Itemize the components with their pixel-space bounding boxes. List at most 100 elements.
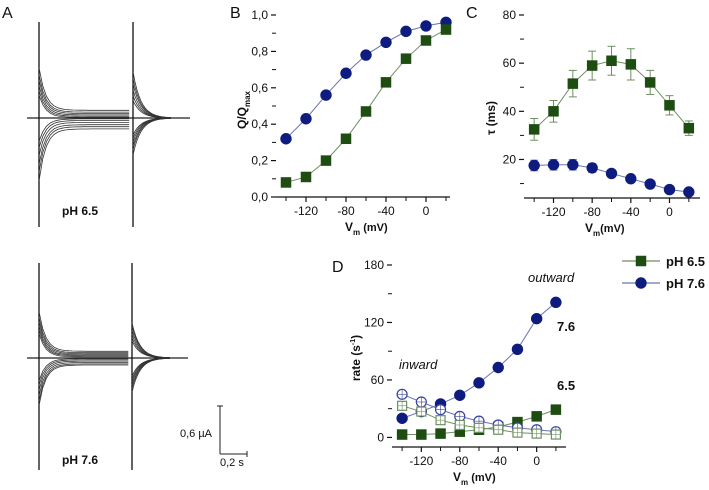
y-tick-label: 0,8 xyxy=(251,44,268,58)
data-point xyxy=(606,55,617,66)
data-point xyxy=(400,53,412,64)
tail-current-trace xyxy=(132,117,172,136)
x-tick-label: -120 xyxy=(409,454,433,468)
current-trace xyxy=(38,95,130,118)
data-point xyxy=(396,429,408,440)
legend-item-ph76: pH 7.6 xyxy=(622,276,705,291)
x-tick-label: -80 xyxy=(337,204,355,218)
data-point xyxy=(644,77,656,88)
data-point xyxy=(320,89,332,101)
y-tick-label: 180 xyxy=(364,258,384,272)
current-trace xyxy=(38,74,130,113)
data-point xyxy=(300,113,312,125)
data-point xyxy=(511,343,524,355)
current-trace xyxy=(38,80,130,114)
data-point xyxy=(625,173,637,185)
data-point xyxy=(550,296,562,309)
tail-current-trace xyxy=(131,357,171,386)
x-tick-label: -80 xyxy=(583,205,601,219)
legend-marker xyxy=(635,255,647,267)
legend-label: pH 7.6 xyxy=(666,276,705,291)
panel-d-series xyxy=(396,296,562,440)
panel-b-letter: B xyxy=(230,5,241,22)
data-point xyxy=(320,155,332,166)
current-trace xyxy=(38,317,129,354)
current-trace xyxy=(38,90,130,117)
legend: pH 6.5 pH 7.6 xyxy=(622,254,705,291)
data-point xyxy=(280,177,292,188)
tail-current-trace xyxy=(131,330,171,359)
x-axis-title: Vm(mV) xyxy=(585,221,625,238)
x-tick-label: -40 xyxy=(622,205,640,219)
x-tick-label: -40 xyxy=(490,454,508,468)
x-axis-title: Vm (mV) xyxy=(345,220,388,237)
scale-bar: 0,6 µA 0,2 s xyxy=(180,405,248,469)
data-point xyxy=(473,377,485,389)
current-trace xyxy=(38,333,129,358)
current-trace xyxy=(38,358,129,381)
data-point xyxy=(416,429,427,440)
y-tick-label: 0,2 xyxy=(251,154,268,168)
panel-b-axes: -120 -80 -40 0 0,0 0,2 0,4 0,6 0,8 1,0 Vm (mV) Q/Qm… xyxy=(235,8,450,237)
data-point xyxy=(605,167,618,180)
data-point xyxy=(663,183,676,196)
data-point xyxy=(528,159,540,172)
tail-current-trace xyxy=(132,117,172,146)
series-ph-6-5 xyxy=(528,45,695,141)
data-point xyxy=(340,67,352,79)
data-point xyxy=(435,428,446,439)
tail-current-trace xyxy=(132,117,172,150)
current-traces-ph76 xyxy=(27,263,188,470)
current-trace xyxy=(38,67,130,111)
data-point xyxy=(400,25,412,38)
y-tick-label: 1,0 xyxy=(251,8,268,22)
y-axis-title: Q/Qmax xyxy=(235,90,252,129)
current-trace xyxy=(38,362,129,396)
data-point xyxy=(586,60,598,71)
y-axis-title: rate (s-1) xyxy=(349,335,363,381)
y-tick-label: 80 xyxy=(503,8,517,22)
current-trace xyxy=(38,360,129,391)
data-point xyxy=(396,412,408,424)
panel-b-series xyxy=(280,16,452,188)
x-tick-label: -80 xyxy=(451,454,469,468)
data-point xyxy=(550,404,562,415)
data-point xyxy=(360,106,372,117)
tail-current-trace xyxy=(132,78,172,119)
data-point xyxy=(683,186,695,198)
data-point xyxy=(454,389,466,401)
y-tick-label: 40 xyxy=(503,104,517,118)
legend-item-ph65: pH 6.5 xyxy=(622,254,705,269)
panel-c-tau-chart: C -120 -80 -40 0 20 40 60 80 Vm(mV) τ (ms) xyxy=(466,5,700,238)
data-point xyxy=(586,162,598,174)
x-axis-title: Vm (mV) xyxy=(453,470,496,487)
current-trace xyxy=(38,364,129,406)
tail-current-trace xyxy=(132,117,172,156)
data-point xyxy=(492,361,504,374)
tail-current-trace xyxy=(132,71,172,118)
current-trace xyxy=(38,122,130,156)
panel-c-series xyxy=(528,45,695,198)
data-point xyxy=(548,106,559,117)
tail-current-trace xyxy=(131,326,171,359)
series-ph-6-5 xyxy=(280,24,452,188)
panel-a-current-traces: A pH 6.5 pH 7.6 0,6 µA 0,2 s xyxy=(2,5,248,470)
current-trace xyxy=(38,359,129,386)
data-point xyxy=(528,124,540,135)
y-axis-title: τ (ms) xyxy=(484,101,498,135)
x-tick-label: -120 xyxy=(541,205,565,219)
series-ph-7-6 xyxy=(280,16,452,145)
panel-a-letter: A xyxy=(2,5,13,22)
current-trace xyxy=(38,118,130,142)
data-point xyxy=(300,171,312,183)
data-point xyxy=(664,100,675,111)
data-point xyxy=(380,36,392,48)
data-point xyxy=(280,133,292,145)
legend-marker xyxy=(635,277,647,289)
current-trace xyxy=(38,325,129,356)
tail-current-trace xyxy=(132,83,172,119)
tail-current-trace xyxy=(131,334,171,359)
panel-d-annotations: outward inward 7.6 6.5 xyxy=(399,270,575,393)
